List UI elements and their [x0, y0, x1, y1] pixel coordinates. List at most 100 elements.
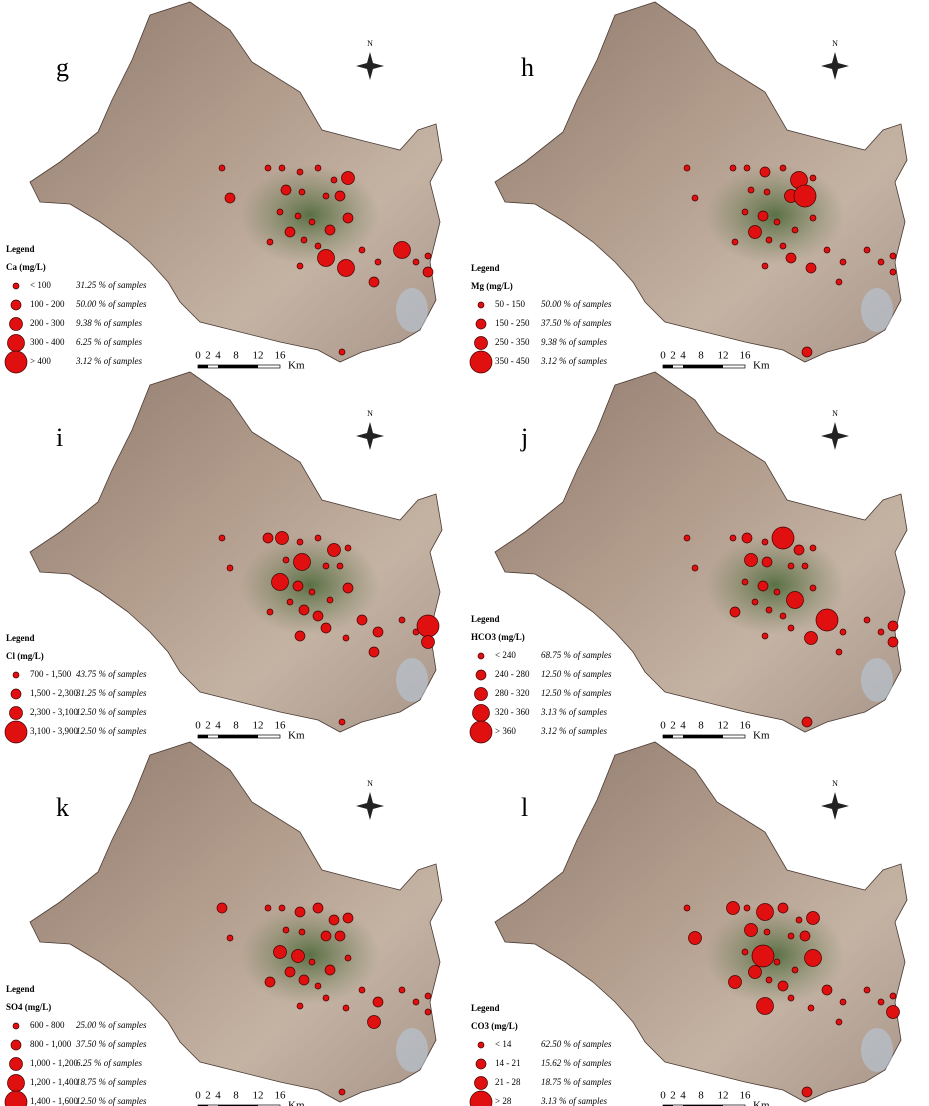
legend-share: 50.00 % of samples — [76, 299, 147, 309]
legend-symbol — [475, 688, 488, 701]
scale-tick: 12 — [718, 720, 729, 732]
sample-site — [810, 215, 816, 221]
legend-class: 1,000 - 1,200 — [30, 1058, 78, 1068]
legend-share: 9.38 % of samples — [76, 318, 142, 328]
sample-site — [299, 189, 305, 195]
legend-class: < 100 — [30, 280, 51, 290]
sample-site — [808, 1005, 814, 1011]
legend-symbol — [476, 670, 486, 680]
scale-tick: 0 — [195, 350, 201, 362]
sample-site — [748, 187, 754, 193]
legend-share: 68.75 % of samples — [541, 650, 612, 660]
sample-site — [279, 165, 285, 171]
scale-tick: 12 — [253, 350, 264, 362]
scale-tick: 16 — [275, 1090, 287, 1102]
north-arrow: N — [356, 39, 384, 80]
sample-site — [295, 213, 301, 219]
legend-symbol — [470, 351, 492, 373]
sample-site — [227, 565, 233, 571]
scale-tick: 0 — [660, 1090, 666, 1102]
sample-site — [878, 999, 884, 1005]
legend-title: Legend — [6, 633, 35, 643]
sample-site — [315, 243, 321, 249]
legend-share: 12.50 % of samples — [541, 688, 612, 698]
sample-site — [774, 959, 780, 965]
panel-letter: g — [56, 53, 69, 82]
panel-letter: i — [56, 423, 63, 452]
sample-site — [294, 554, 311, 571]
sample-site — [836, 279, 842, 285]
sample-site — [774, 589, 780, 595]
sample-site — [217, 903, 227, 913]
sample-site — [422, 636, 435, 649]
sample-site — [272, 574, 289, 591]
sample-site — [762, 557, 772, 567]
sample-site — [345, 955, 351, 961]
legend-class: 1,200 - 1,400 — [30, 1077, 78, 1087]
sample-site — [274, 946, 287, 959]
legend-share: 12.50 % of samples — [76, 707, 147, 717]
scale-tick: 4 — [215, 1090, 221, 1102]
legend-symbol — [13, 1023, 19, 1029]
sample-site — [742, 209, 748, 215]
sample-site — [787, 592, 804, 609]
sample-site — [267, 239, 273, 245]
scale-bar-fill — [663, 735, 673, 738]
sample-site — [836, 1019, 842, 1025]
legend-share: 31.25 % of samples — [75, 280, 147, 290]
sample-site — [309, 589, 315, 595]
legend-symbol — [11, 689, 21, 699]
sample-site — [802, 563, 808, 569]
scale-bar-fill — [236, 365, 258, 368]
panel-letter: h — [521, 53, 534, 82]
sample-site — [417, 615, 439, 637]
north-label: N — [832, 39, 838, 48]
sample-site — [692, 565, 698, 571]
sample-site — [342, 172, 355, 185]
legend-class: > 360 — [495, 726, 516, 736]
scale-tick: 4 — [680, 350, 686, 362]
scale-tick: 8 — [698, 1090, 704, 1102]
legend-class: 250 - 350 — [495, 337, 530, 347]
salt-flat — [861, 658, 893, 702]
scale-unit: Km — [288, 360, 305, 372]
sample-site — [318, 250, 335, 267]
north-label: N — [367, 39, 373, 48]
scale-tick: 8 — [233, 1090, 239, 1102]
north-arrow: N — [356, 779, 384, 820]
north-arrow: N — [821, 409, 849, 450]
sample-site — [752, 945, 774, 967]
sample-site — [343, 213, 353, 223]
sample-site — [840, 999, 846, 1005]
scale-tick: 2 — [670, 720, 676, 732]
sample-site — [792, 227, 798, 233]
sample-site — [745, 924, 758, 937]
sample-site — [742, 533, 752, 543]
sample-site — [764, 929, 770, 935]
sample-site — [323, 563, 329, 569]
sample-site — [807, 912, 820, 925]
sample-site — [802, 717, 812, 727]
legend-symbol — [476, 319, 486, 329]
sample-site — [840, 629, 846, 635]
scale-bar-fill — [198, 735, 208, 738]
north-arrow-star — [821, 52, 849, 80]
sample-site — [762, 539, 768, 545]
sample-site — [730, 165, 736, 171]
scale-unit: Km — [288, 730, 305, 742]
sample-site — [757, 904, 774, 921]
sample-site — [689, 932, 702, 945]
sample-site — [810, 545, 816, 551]
sample-site — [343, 583, 353, 593]
sample-site — [792, 967, 798, 973]
legend-share: 37.50 % of samples — [75, 1039, 147, 1049]
legend-symbol — [13, 283, 19, 289]
sample-site — [295, 907, 305, 917]
legend-share: 31.25 % of samples — [75, 688, 147, 698]
sample-site — [732, 239, 738, 245]
legend-class: 2,300 - 3,100 — [30, 707, 78, 717]
sample-site — [766, 977, 772, 983]
sample-site — [325, 225, 335, 235]
sample-site — [279, 905, 285, 911]
